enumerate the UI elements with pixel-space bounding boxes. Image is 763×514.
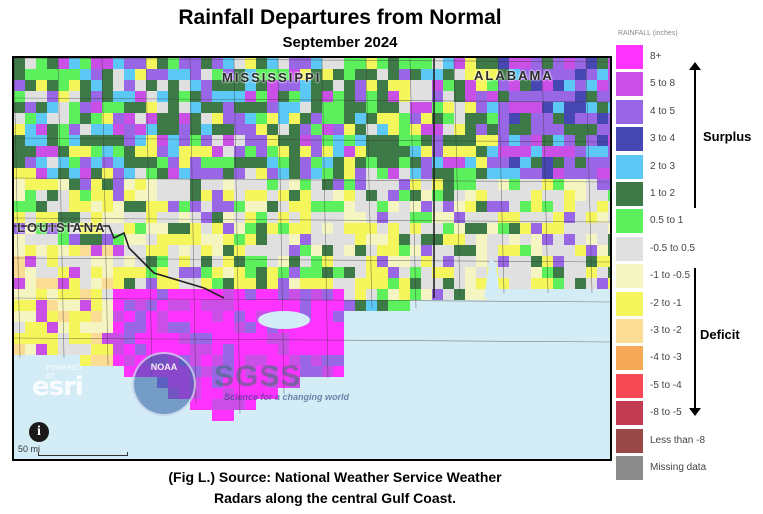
legend-label: -2 to -1 [650,297,682,309]
legend-swatch [616,319,643,343]
info-icon[interactable]: i [29,422,49,442]
scale-bar: 50 mi [18,444,128,456]
legend-swatch [616,401,643,426]
legend-item: -2 to -1 [616,291,756,316]
legend-label: 3 to 4 [650,133,676,145]
surplus-label: Surplus [703,129,752,144]
legend-swatch [616,373,643,398]
legend-swatch [616,264,643,289]
legend-item: 1 to 2 [616,182,756,206]
legend-item: -3 to -2 [616,319,756,343]
legend-swatch [616,154,643,179]
legend-item: -4 to -3 [616,346,756,371]
deficit-arrow-head-icon [689,408,701,416]
rainfall-map[interactable]: MISSISSIPPI ALABAMA LOUISIANA POWERED BY… [12,56,612,461]
legend-swatch [616,428,643,453]
legend-swatch [616,346,643,371]
scale-bar-line [38,452,128,456]
caption-line-2: Radars along the central Gulf Coast. [214,490,456,506]
legend-label: 4 to 5 [650,105,676,117]
noaa-logo: NOAA [132,352,196,416]
legend-label: -0.5 to 0.5 [650,242,696,254]
legend-item: -0.5 to 0.5 [616,236,756,261]
legend-label: Missing data [650,462,707,473]
legend-item: 4 to 5 [616,99,756,124]
usgs-logo: SGSS [214,360,302,393]
deficit-arrow-line [694,268,696,410]
legend-item: 0.5 to 1 [616,209,756,234]
legend-swatch [616,291,643,316]
legend-title: RAINFALL (inches) [618,30,678,37]
legend-swatch [616,182,643,206]
legend-label: 8+ [650,51,662,62]
esri-logo: POWERED BY esri [32,364,84,402]
legend-item: -8 to -5 [616,401,756,426]
state-label-louisiana: LOUISIANA [17,220,107,235]
legend-item: 8+ [616,45,756,69]
legend-swatch [616,236,643,261]
legend-item: 5 to 8 [616,72,756,97]
legend-item: 2 to 3 [616,154,756,179]
legend-label: Less than -8 [650,434,706,446]
figure-caption: (Fig L.) Source: National Weather Servic… [120,467,550,509]
usgs-tagline: Science for a changing world [224,392,350,402]
legend-item: Missing data [616,456,756,480]
scale-label: 50 mi [18,444,41,454]
legend-swatch [616,127,643,152]
caption-line-1: (Fig L.) Source: National Weather Servic… [168,469,502,485]
state-label-alabama: ALABAMA [474,68,554,83]
page-subtitle: September 2024 [282,34,398,51]
page-title: Rainfall Departures from Normal [178,6,502,29]
legend-item: -1 to -0.5 [616,264,756,289]
legend-swatch [616,72,643,97]
legend-label: -3 to -2 [650,325,682,336]
legend-label: -4 to -3 [650,352,682,364]
legend-label: 2 to 3 [650,160,676,172]
legend-label: 5 to 8 [650,78,676,90]
legend-label: -5 to -4 [650,379,682,391]
surplus-arrow-line [694,68,696,208]
legend-label: -1 to -0.5 [650,270,691,282]
legend-item: -5 to -4 [616,373,756,398]
legend-item: Less than -8 [616,428,756,453]
legend-label: 1 to 2 [650,188,676,199]
legend-label: -8 to -5 [650,407,682,419]
state-label-mississippi: MISSISSIPPI [222,70,322,85]
surplus-arrow-head-icon [689,62,701,70]
deficit-label: Deficit [700,327,740,342]
legend-swatch [616,99,643,124]
legend-label: 0.5 to 1 [650,215,684,227]
legend-item: 3 to 4 [616,127,756,152]
legend-swatch [616,456,643,480]
legend-swatch [616,45,643,69]
legend-swatch [616,209,643,234]
